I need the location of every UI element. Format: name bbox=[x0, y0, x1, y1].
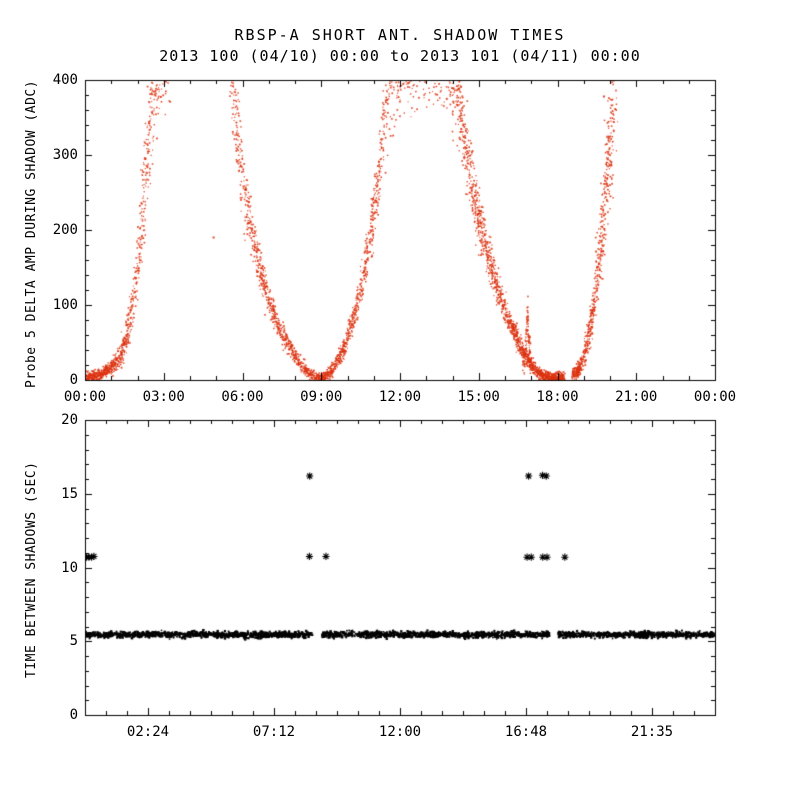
chart-subtitle: 2013 100 (04/10) 00:00 to 2013 101 (04/1… bbox=[159, 47, 641, 65]
top-panel-y-tick-label: 100 bbox=[52, 297, 78, 313]
top-panel-x-tick-label: 00:00 bbox=[693, 389, 737, 405]
top-panel-x-tick-label: 12:00 bbox=[378, 389, 422, 405]
bottom-panel-y-tick-label: 0 bbox=[69, 707, 78, 723]
top-panel-y-tick-label: 300 bbox=[52, 147, 78, 163]
chart-title: RBSP-A SHORT ANT. SHADOW TIMES bbox=[234, 26, 566, 44]
top-panel-x-tick-label: 03:00 bbox=[142, 389, 185, 405]
top-panel-y-tick-label: 200 bbox=[52, 222, 78, 238]
top-panel-x-tick-label: 06:00 bbox=[221, 389, 264, 405]
bottom-panel-y-tick-label: 10 bbox=[61, 559, 78, 576]
bottom-panel-y-tick-label: 20 bbox=[61, 412, 78, 428]
bottom-panel-y-tick-label: 5 bbox=[69, 633, 78, 650]
bottom-panel-y-tick-label: 15 bbox=[61, 485, 78, 502]
bottom-panel-x-tick-label: 02:24 bbox=[126, 724, 170, 740]
bottom-panel-x-tick-label: 21:35 bbox=[630, 724, 674, 740]
bottom-panel-x-tick-label: 07:12 bbox=[252, 724, 296, 740]
top-panel-x-tick-label: 09:00 bbox=[300, 389, 343, 405]
top-panel-x-tick-label: 21:00 bbox=[615, 389, 658, 405]
bottom-panel-x-tick-label: 16:48 bbox=[504, 724, 548, 740]
top-panel-y-tick-label: 400 bbox=[52, 72, 78, 88]
top-panel-x-tick-label: 00:00 bbox=[63, 389, 107, 405]
top-panel-x-tick-label: 15:00 bbox=[457, 389, 500, 405]
top-panel-y-tick-label: 0 bbox=[69, 372, 78, 388]
bottom-panel-x-tick-label: 12:00 bbox=[378, 724, 422, 740]
top-panel-x-tick-label: 18:00 bbox=[536, 389, 579, 405]
